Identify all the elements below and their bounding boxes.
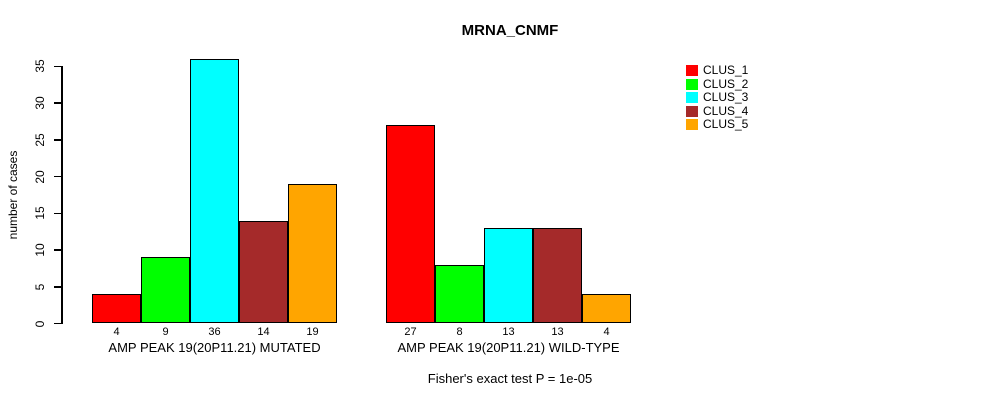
bar-value-label: 4 <box>603 326 610 338</box>
bar-value-label: 13 <box>502 326 515 338</box>
y-axis-tick <box>54 322 61 325</box>
chart-title: MRNA_CNMF <box>461 22 559 39</box>
legend-label: CLUS_5 <box>703 117 749 132</box>
y-axis-tick <box>54 212 61 214</box>
legend-swatch-clus_4 <box>686 105 698 117</box>
legend-item-clus_4: CLUS_4 <box>686 103 749 119</box>
y-axis-tick <box>54 249 61 251</box>
legend-swatch-clus_2 <box>686 78 698 90</box>
y-axis-tick-label: 20 <box>33 169 47 184</box>
y-axis-tick-label: 15 <box>33 206 47 220</box>
legend-label: CLUS_2 <box>703 76 749 91</box>
group-label: AMP PEAK 19(20P11.21) MUTATED <box>108 340 321 355</box>
bar-clus_4-group1 <box>239 220 288 324</box>
y-axis-tick-label: 0 <box>33 320 47 327</box>
bar-value-label: 8 <box>456 326 463 338</box>
bar-clus_1-group2 <box>386 125 435 324</box>
bar-clus_3-group2 <box>484 227 533 324</box>
bar-value-label: 19 <box>306 326 319 338</box>
legend-item-clus_3: CLUS_3 <box>686 91 748 105</box>
y-axis-tick-label: 30 <box>33 96 47 110</box>
bar-clus_1-group1 <box>92 294 141 324</box>
bar-value-label: 13 <box>551 326 564 338</box>
legend-item-clus_2: CLUS_2 <box>686 76 749 92</box>
group-label: AMP PEAK 19(20P11.21) WILD-TYPE <box>397 340 620 355</box>
y-axis-tick <box>54 65 61 67</box>
legend-swatch-clus_5 <box>686 119 698 131</box>
legend: CLUS_1 CLUS_2 CLUS_3 CLUS_4 CLUS_5 <box>686 64 748 132</box>
y-axis-tick-label: 10 <box>33 243 47 257</box>
y-axis-label: number of cases <box>6 150 20 240</box>
y-axis-tick <box>54 175 61 178</box>
bar-clus_5-group2 <box>582 294 631 324</box>
y-axis-tick-label: 5 <box>33 283 47 291</box>
y-axis-tick <box>54 139 61 141</box>
bar-value-label: 4 <box>113 326 120 338</box>
bar-clus_4-group2 <box>533 227 582 324</box>
y-axis-tick-label: 25 <box>33 133 47 147</box>
bar-value-label: 36 <box>208 326 221 338</box>
legend-label: CLUS_1 <box>703 63 749 78</box>
legend-label: CLUS_3 <box>703 90 749 105</box>
legend-swatch-clus_3 <box>686 92 698 104</box>
bar-clus_5-group1 <box>288 183 337 324</box>
y-axis-tick <box>54 102 61 104</box>
legend-label: CLUS_4 <box>703 103 749 118</box>
bar-clus_2-group2 <box>435 264 484 324</box>
y-axis-tick <box>54 286 61 288</box>
legend-swatch-clus_1 <box>686 65 698 77</box>
bar-value-label: 14 <box>257 326 270 338</box>
fisher-test-note: Fisher's exact test P = 1e-05 <box>427 371 593 386</box>
bar-clus_3-group1 <box>190 58 239 324</box>
bar-clus_2-group1 <box>141 257 190 324</box>
y-axis-tick-label: 35 <box>33 59 47 73</box>
bar-value-label: 9 <box>162 326 169 338</box>
y-axis-line <box>61 66 63 324</box>
legend-item-clus_5: CLUS_5 <box>686 118 748 132</box>
legend-item-clus_1: CLUS_1 <box>686 64 748 78</box>
bar-value-label: 27 <box>404 326 417 338</box>
